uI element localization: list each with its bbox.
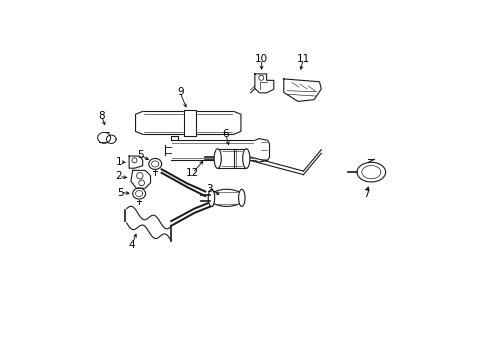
Polygon shape — [135, 111, 142, 134]
Polygon shape — [129, 156, 142, 168]
Ellipse shape — [209, 189, 243, 206]
Ellipse shape — [238, 189, 244, 206]
Ellipse shape — [208, 189, 214, 206]
Text: 11: 11 — [296, 54, 309, 64]
Ellipse shape — [242, 149, 249, 168]
Polygon shape — [356, 162, 385, 182]
Text: 7: 7 — [362, 189, 368, 199]
Text: 5: 5 — [137, 150, 143, 160]
Text: 5: 5 — [117, 188, 123, 198]
Ellipse shape — [214, 149, 221, 168]
Circle shape — [258, 75, 263, 80]
Circle shape — [132, 158, 137, 163]
Polygon shape — [254, 74, 273, 93]
Polygon shape — [131, 170, 150, 188]
Polygon shape — [217, 149, 246, 168]
Polygon shape — [183, 110, 196, 136]
Text: 3: 3 — [206, 184, 213, 194]
Text: 2: 2 — [115, 171, 122, 181]
Text: 9: 9 — [177, 87, 183, 98]
Text: 8: 8 — [98, 111, 105, 121]
Polygon shape — [255, 139, 269, 162]
Text: 4: 4 — [128, 240, 135, 250]
Polygon shape — [170, 140, 255, 160]
Polygon shape — [283, 79, 321, 102]
Circle shape — [136, 172, 143, 179]
Circle shape — [139, 180, 144, 186]
Text: 1: 1 — [116, 157, 122, 167]
Polygon shape — [142, 111, 233, 134]
Polygon shape — [233, 111, 241, 134]
Text: 6: 6 — [222, 129, 229, 139]
Text: 10: 10 — [255, 54, 267, 64]
Text: 12: 12 — [186, 168, 199, 178]
